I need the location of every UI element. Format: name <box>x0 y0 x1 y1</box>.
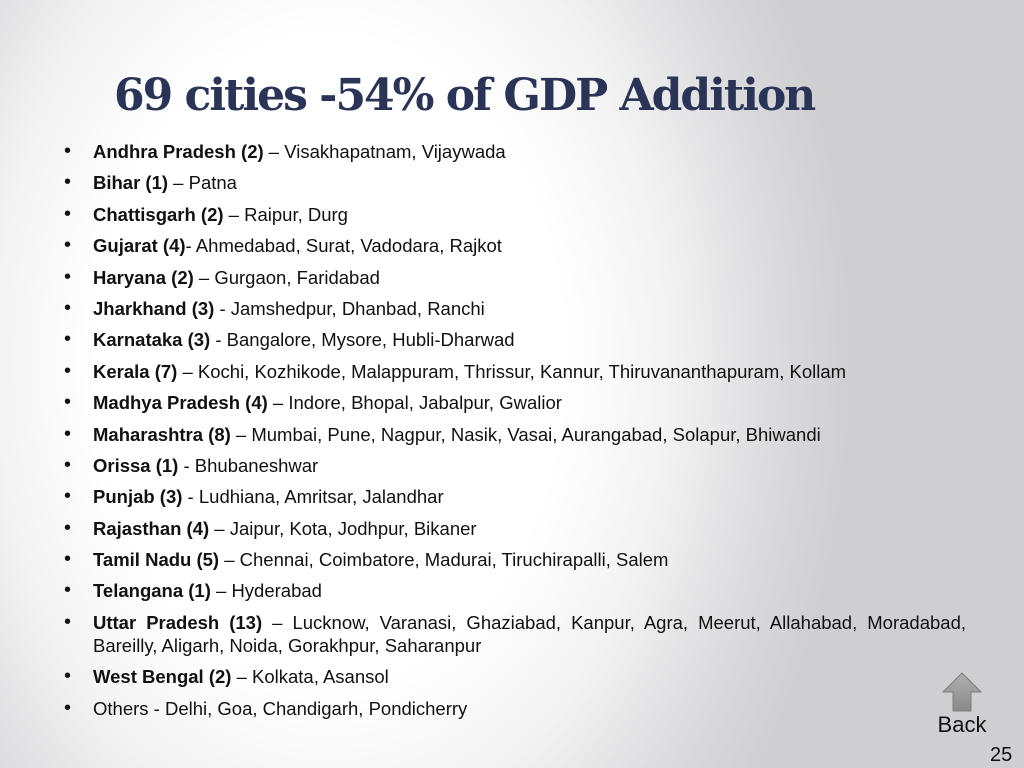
state-name: Jharkhand (3) <box>93 297 215 319</box>
city-list: – Kolkata, Asansol <box>231 666 389 688</box>
state-name: Telangana (1) <box>93 580 211 602</box>
list-item: West Bengal (2) – Kolkata, Asansol <box>64 665 966 688</box>
state-name: West Bengal (2) <box>93 666 232 688</box>
list-item-others: Others - Delhi, Goa, Chandigarh, Pondich… <box>64 697 966 720</box>
city-list: - Bhubaneshwar <box>178 454 319 476</box>
state-name: Madhya Pradesh (4) <box>93 392 268 414</box>
list-item: Maharashtra (8) – Mumbai, Pune, Nagpur, … <box>64 423 966 446</box>
city-list: – Gurgaon, Faridabad <box>193 266 380 288</box>
page-number: 25 <box>990 744 1013 766</box>
list-item: Andhra Pradesh (2) – Visakhapatnam, Vija… <box>64 140 966 163</box>
state-name: Orissa (1) <box>93 454 179 476</box>
city-list: – Indore, Bhopal, Jabalpur, Gwalior <box>267 392 562 414</box>
list-item: Chattisgarh (2) – Raipur, Durg <box>64 203 966 226</box>
list-item: Jharkhand (3) - Jamshedpur, Dhanbad, Ran… <box>64 297 966 320</box>
list-item: Kerala (7) – Kochi, Kozhikode, Malappura… <box>64 360 966 383</box>
state-name: Bihar (1) <box>93 172 169 194</box>
city-list: - Ludhiana, Amritsar, Jalandhar <box>182 486 444 508</box>
state-name: Rajasthan (4) <box>93 517 210 539</box>
state-name: Tamil Nadu (5) <box>93 549 220 571</box>
city-list: - Jamshedpur, Dhanbad, Ranchi <box>214 297 485 319</box>
list-item: Punjab (3) - Ludhiana, Amritsar, Jalandh… <box>64 485 966 508</box>
list-item: Orissa (1) - Bhubaneshwar <box>64 454 966 477</box>
state-name: Gujarat (4) <box>93 235 186 257</box>
state-name: Maharashtra (8) <box>93 423 231 445</box>
list-item: Bihar (1) – Patna <box>64 171 966 194</box>
city-list: – Kochi, Kozhikode, Malappuram, Thrissur… <box>177 360 847 382</box>
city-list: – Patna <box>168 172 237 194</box>
city-list: – Raipur, Durg <box>223 203 348 225</box>
city-list: – Chennai, Coimbatore, Madurai, Tiruchir… <box>219 549 669 571</box>
back-label: Back <box>937 712 987 737</box>
list-item: Rajasthan (4) – Jaipur, Kota, Jodhpur, B… <box>64 517 966 540</box>
state-city-list: Andhra Pradesh (2) – Visakhapatnam, Vija… <box>64 140 966 728</box>
state-name: Uttar Pradesh (13) <box>93 611 263 633</box>
city-list: - Bangalore, Mysore, Hubli-Dharwad <box>210 329 515 351</box>
list-item: Madhya Pradesh (4) – Indore, Bhopal, Jab… <box>64 391 966 414</box>
back-button[interactable]: Back <box>932 672 992 738</box>
city-list: – Lucknow, Varanasi, Ghaziabad, Kanpur, … <box>93 611 966 656</box>
list-item: Telangana (1) – Hyderabad <box>64 579 966 602</box>
city-list: – Jaipur, Kota, Jodhpur, Bikaner <box>209 517 477 539</box>
list-item: Uttar Pradesh (13) – Lucknow, Varanasi, … <box>64 611 966 657</box>
list-item: Karnataka (3) - Bangalore, Mysore, Hubli… <box>64 328 966 351</box>
city-list: – Mumbai, Pune, Nagpur, Nasik, Vasai, Au… <box>230 423 821 445</box>
city-list: – Visakhapatnam, Vijaywada <box>263 141 506 162</box>
state-name: Punjab (3) <box>93 486 183 508</box>
others-text: Others - Delhi, Goa, Chandigarh, Pondich… <box>93 697 468 719</box>
state-name: Andhra Pradesh (2) <box>93 141 264 162</box>
list-item: Gujarat (4)- Ahmedabad, Surat, Vadodara,… <box>64 234 966 257</box>
slide-title: 69 cities -54% of GDP Addition <box>114 70 816 121</box>
state-name: Karnataka (3) <box>93 329 211 351</box>
city-list: – Hyderabad <box>210 580 322 602</box>
state-name: Kerala (7) <box>93 360 178 382</box>
city-list: - Ahmedabad, Surat, Vadodara, Rajkot <box>185 235 502 257</box>
state-name: Chattisgarh (2) <box>93 203 224 225</box>
state-name: Haryana (2) <box>93 266 194 288</box>
up-arrow-icon <box>942 672 982 712</box>
list-item: Tamil Nadu (5) – Chennai, Coimbatore, Ma… <box>64 548 966 571</box>
list-item: Haryana (2) – Gurgaon, Faridabad <box>64 266 966 289</box>
